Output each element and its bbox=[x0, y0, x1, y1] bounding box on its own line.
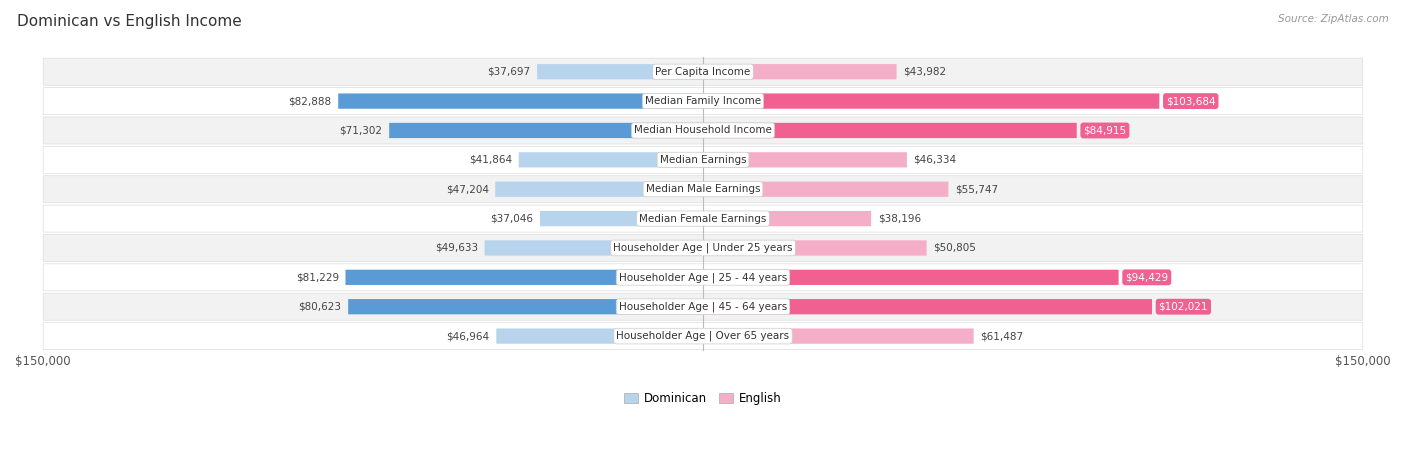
Text: Householder Age | Under 25 years: Householder Age | Under 25 years bbox=[613, 243, 793, 253]
FancyBboxPatch shape bbox=[703, 270, 1119, 285]
FancyBboxPatch shape bbox=[44, 117, 1362, 144]
FancyBboxPatch shape bbox=[703, 123, 1077, 138]
Text: Householder Age | 45 - 64 years: Householder Age | 45 - 64 years bbox=[619, 302, 787, 312]
FancyBboxPatch shape bbox=[389, 123, 703, 138]
FancyBboxPatch shape bbox=[346, 270, 703, 285]
Text: Median Female Earnings: Median Female Earnings bbox=[640, 213, 766, 224]
Text: Median Household Income: Median Household Income bbox=[634, 126, 772, 135]
Text: $84,915: $84,915 bbox=[1084, 126, 1126, 135]
FancyBboxPatch shape bbox=[339, 93, 703, 109]
Text: Median Male Earnings: Median Male Earnings bbox=[645, 184, 761, 194]
Text: $41,864: $41,864 bbox=[470, 155, 512, 165]
Text: Median Earnings: Median Earnings bbox=[659, 155, 747, 165]
FancyBboxPatch shape bbox=[44, 88, 1362, 114]
FancyBboxPatch shape bbox=[496, 328, 703, 344]
FancyBboxPatch shape bbox=[703, 152, 907, 168]
Text: Source: ZipAtlas.com: Source: ZipAtlas.com bbox=[1278, 14, 1389, 24]
FancyBboxPatch shape bbox=[44, 293, 1362, 320]
Text: $46,964: $46,964 bbox=[447, 331, 489, 341]
Text: $55,747: $55,747 bbox=[955, 184, 998, 194]
FancyBboxPatch shape bbox=[44, 146, 1362, 173]
FancyBboxPatch shape bbox=[519, 152, 703, 168]
Text: $37,697: $37,697 bbox=[488, 67, 530, 77]
FancyBboxPatch shape bbox=[537, 64, 703, 79]
FancyBboxPatch shape bbox=[703, 64, 897, 79]
Text: Median Family Income: Median Family Income bbox=[645, 96, 761, 106]
Text: $82,888: $82,888 bbox=[288, 96, 332, 106]
Text: $37,046: $37,046 bbox=[491, 213, 533, 224]
Text: Householder Age | Over 65 years: Householder Age | Over 65 years bbox=[616, 331, 790, 341]
FancyBboxPatch shape bbox=[44, 323, 1362, 350]
FancyBboxPatch shape bbox=[540, 211, 703, 226]
FancyBboxPatch shape bbox=[495, 182, 703, 197]
FancyBboxPatch shape bbox=[703, 328, 973, 344]
Text: $38,196: $38,196 bbox=[877, 213, 921, 224]
Text: $43,982: $43,982 bbox=[903, 67, 946, 77]
FancyBboxPatch shape bbox=[703, 211, 872, 226]
Legend: Dominican, English: Dominican, English bbox=[620, 387, 786, 410]
FancyBboxPatch shape bbox=[703, 299, 1152, 314]
FancyBboxPatch shape bbox=[44, 234, 1362, 262]
FancyBboxPatch shape bbox=[703, 182, 949, 197]
Text: Householder Age | 25 - 44 years: Householder Age | 25 - 44 years bbox=[619, 272, 787, 283]
Text: $102,021: $102,021 bbox=[1159, 302, 1208, 311]
Text: $80,623: $80,623 bbox=[298, 302, 342, 311]
Text: $50,805: $50,805 bbox=[934, 243, 976, 253]
Text: Per Capita Income: Per Capita Income bbox=[655, 67, 751, 77]
Text: $47,204: $47,204 bbox=[446, 184, 489, 194]
Text: $71,302: $71,302 bbox=[340, 126, 382, 135]
FancyBboxPatch shape bbox=[44, 205, 1362, 232]
FancyBboxPatch shape bbox=[703, 241, 927, 255]
Text: $46,334: $46,334 bbox=[914, 155, 956, 165]
Text: $49,633: $49,633 bbox=[434, 243, 478, 253]
Text: $103,684: $103,684 bbox=[1166, 96, 1216, 106]
FancyBboxPatch shape bbox=[44, 176, 1362, 203]
Text: $81,229: $81,229 bbox=[295, 272, 339, 283]
Text: Dominican vs English Income: Dominican vs English Income bbox=[17, 14, 242, 29]
FancyBboxPatch shape bbox=[44, 264, 1362, 291]
Text: $61,487: $61,487 bbox=[980, 331, 1024, 341]
FancyBboxPatch shape bbox=[703, 93, 1160, 109]
FancyBboxPatch shape bbox=[349, 299, 703, 314]
FancyBboxPatch shape bbox=[485, 241, 703, 255]
Text: $94,429: $94,429 bbox=[1125, 272, 1168, 283]
FancyBboxPatch shape bbox=[44, 58, 1362, 85]
